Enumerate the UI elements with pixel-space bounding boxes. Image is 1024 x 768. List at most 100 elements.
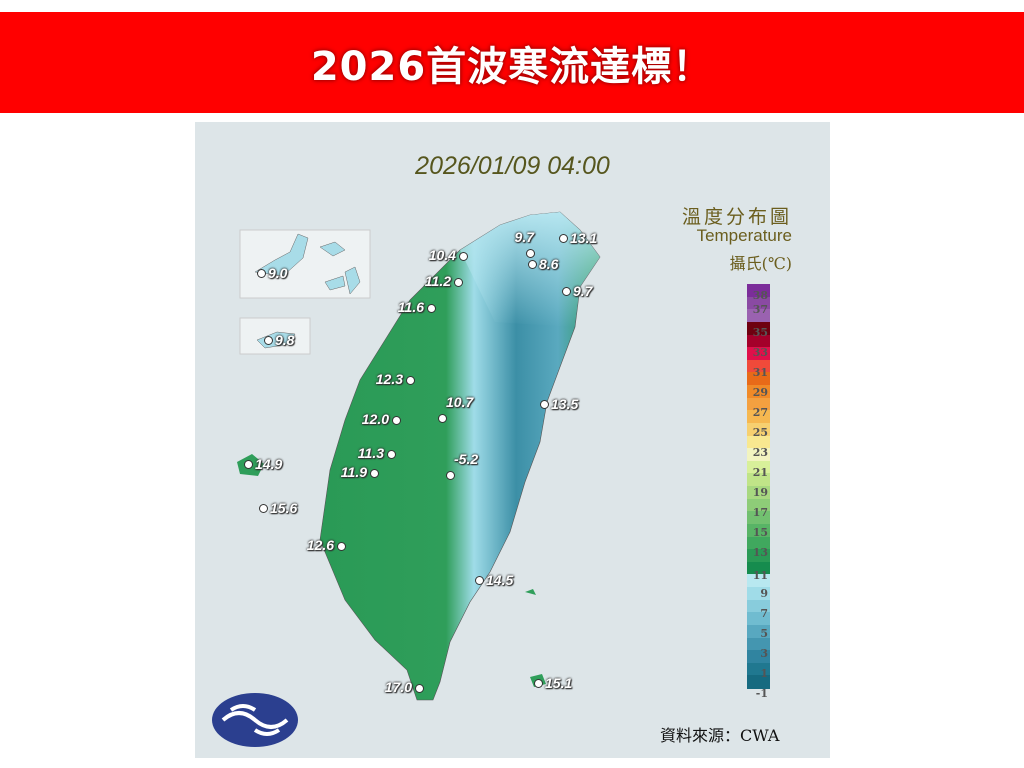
legend-swatch — [747, 372, 770, 386]
station-marker — [454, 278, 463, 287]
legend-swatch — [747, 385, 770, 399]
station-marker — [562, 287, 571, 296]
station-marker — [264, 336, 273, 345]
data-source: 資料來源：CWA — [660, 726, 780, 745]
legend-swatch — [747, 599, 770, 613]
station-marker — [459, 252, 468, 261]
station-temperature: 10.7 — [446, 394, 474, 410]
station-marker — [540, 400, 549, 409]
station-marker — [438, 414, 447, 423]
legend-label: 37 — [752, 303, 768, 316]
station-marker — [528, 260, 537, 269]
station-marker — [526, 249, 535, 258]
legend-swatch — [747, 511, 770, 525]
station-marker — [427, 304, 436, 313]
station-temperature: 9.0 — [268, 265, 288, 281]
station-marker — [259, 504, 268, 513]
legend-swatch — [747, 435, 770, 449]
legend-label: 35 — [752, 326, 768, 339]
legend-swatch — [747, 675, 770, 689]
legend-label: 25 — [752, 426, 768, 439]
legend-swatch — [747, 486, 770, 500]
legend-swatch — [747, 460, 770, 474]
legend-label: 23 — [752, 446, 768, 459]
legend-label: 13 — [752, 546, 768, 559]
station-marker — [244, 460, 253, 469]
legend-title: 溫度分布圖 — [681, 206, 792, 228]
station-temperature: 9.8 — [275, 332, 295, 348]
legend-swatch — [747, 624, 770, 638]
legend-label: 1 — [760, 667, 768, 680]
legend-swatch — [747, 612, 770, 626]
banner-title: 2026首波寒流達標！ — [310, 43, 714, 90]
legend-swatch — [747, 284, 770, 298]
station-temperature: 12.6 — [306, 537, 334, 553]
station-temperature: 11.2 — [424, 273, 451, 289]
legend-swatch — [747, 523, 770, 537]
station-marker — [257, 269, 266, 278]
legend-label: 17 — [752, 506, 768, 519]
station-temperature: -5.2 — [454, 451, 479, 467]
legend-label: 7 — [760, 607, 768, 620]
legend-swatch — [747, 359, 770, 373]
legend-label: 15 — [752, 526, 768, 539]
station-temperature: 14.5 — [486, 572, 514, 588]
legend-swatch — [747, 574, 770, 588]
station-temperature: 13.1 — [570, 230, 598, 246]
legend-label: 33 — [752, 346, 768, 359]
station-temperature: 17.0 — [384, 679, 412, 695]
legend-swatch — [747, 637, 770, 651]
station-temperature: 12.0 — [361, 411, 389, 427]
station-marker — [406, 376, 415, 385]
station-temperature: 14.9 — [255, 456, 283, 472]
station-temperature: 11.6 — [397, 299, 424, 315]
station-temperature: 9.7 — [514, 229, 534, 245]
legend-label: -1 — [755, 687, 768, 700]
legend-label: 11 — [752, 569, 768, 582]
island-lanyu — [525, 589, 546, 687]
taiwan-island — [319, 211, 601, 701]
station-temperature: 11.9 — [340, 464, 367, 480]
station-marker — [392, 416, 401, 425]
legend-label: 27 — [752, 406, 768, 419]
station-marker — [446, 471, 455, 480]
legend-swatch — [747, 549, 770, 563]
legend-swatch — [747, 498, 770, 512]
station-temperature: 13.5 — [551, 396, 579, 412]
legend-unit: 攝氏(℃) — [729, 254, 792, 273]
station-temperature: 10.4 — [428, 247, 456, 263]
legend-swatch — [747, 334, 770, 348]
station-marker — [370, 469, 379, 478]
legend-label: 29 — [752, 386, 768, 399]
station-marker — [337, 542, 346, 551]
station-temperature: 9.7 — [573, 283, 593, 299]
cwa-logo-mark — [221, 704, 289, 736]
temperature-map: 2026/01/09 04:00 溫度分布圖 Temperature 攝氏(℃)… — [195, 122, 830, 758]
legend-swatch — [747, 561, 770, 575]
station-temperature: 15.1 — [545, 675, 573, 691]
station-temperature: 12.3 — [375, 371, 403, 387]
legend-swatch — [747, 422, 770, 436]
station-marker — [534, 679, 543, 688]
station-marker — [387, 450, 396, 459]
map-datetime: 2026/01/09 04:00 — [415, 152, 610, 180]
legend-swatch — [747, 448, 770, 462]
legend-label: 3 — [760, 647, 768, 660]
island-kinmen — [254, 233, 361, 295]
legend-label: 31 — [752, 366, 768, 379]
legend-label: 9 — [760, 587, 768, 600]
legend-swatch — [747, 410, 770, 424]
station-temperature: 15.6 — [270, 500, 298, 516]
legend-swatch — [747, 397, 770, 411]
legend-swatch — [747, 536, 770, 550]
station-marker — [415, 684, 424, 693]
legend-swatch — [747, 662, 770, 676]
legend-label: 19 — [752, 486, 768, 499]
legend-swatch — [747, 321, 770, 335]
legend-label: 5 — [760, 627, 768, 640]
legend-title-en: Temperature — [696, 226, 792, 245]
station-temperature: 11.3 — [357, 445, 384, 461]
station-marker — [475, 576, 484, 585]
title-banner: 2026首波寒流達標！ — [0, 12, 1024, 113]
legend-swatch — [747, 347, 770, 361]
